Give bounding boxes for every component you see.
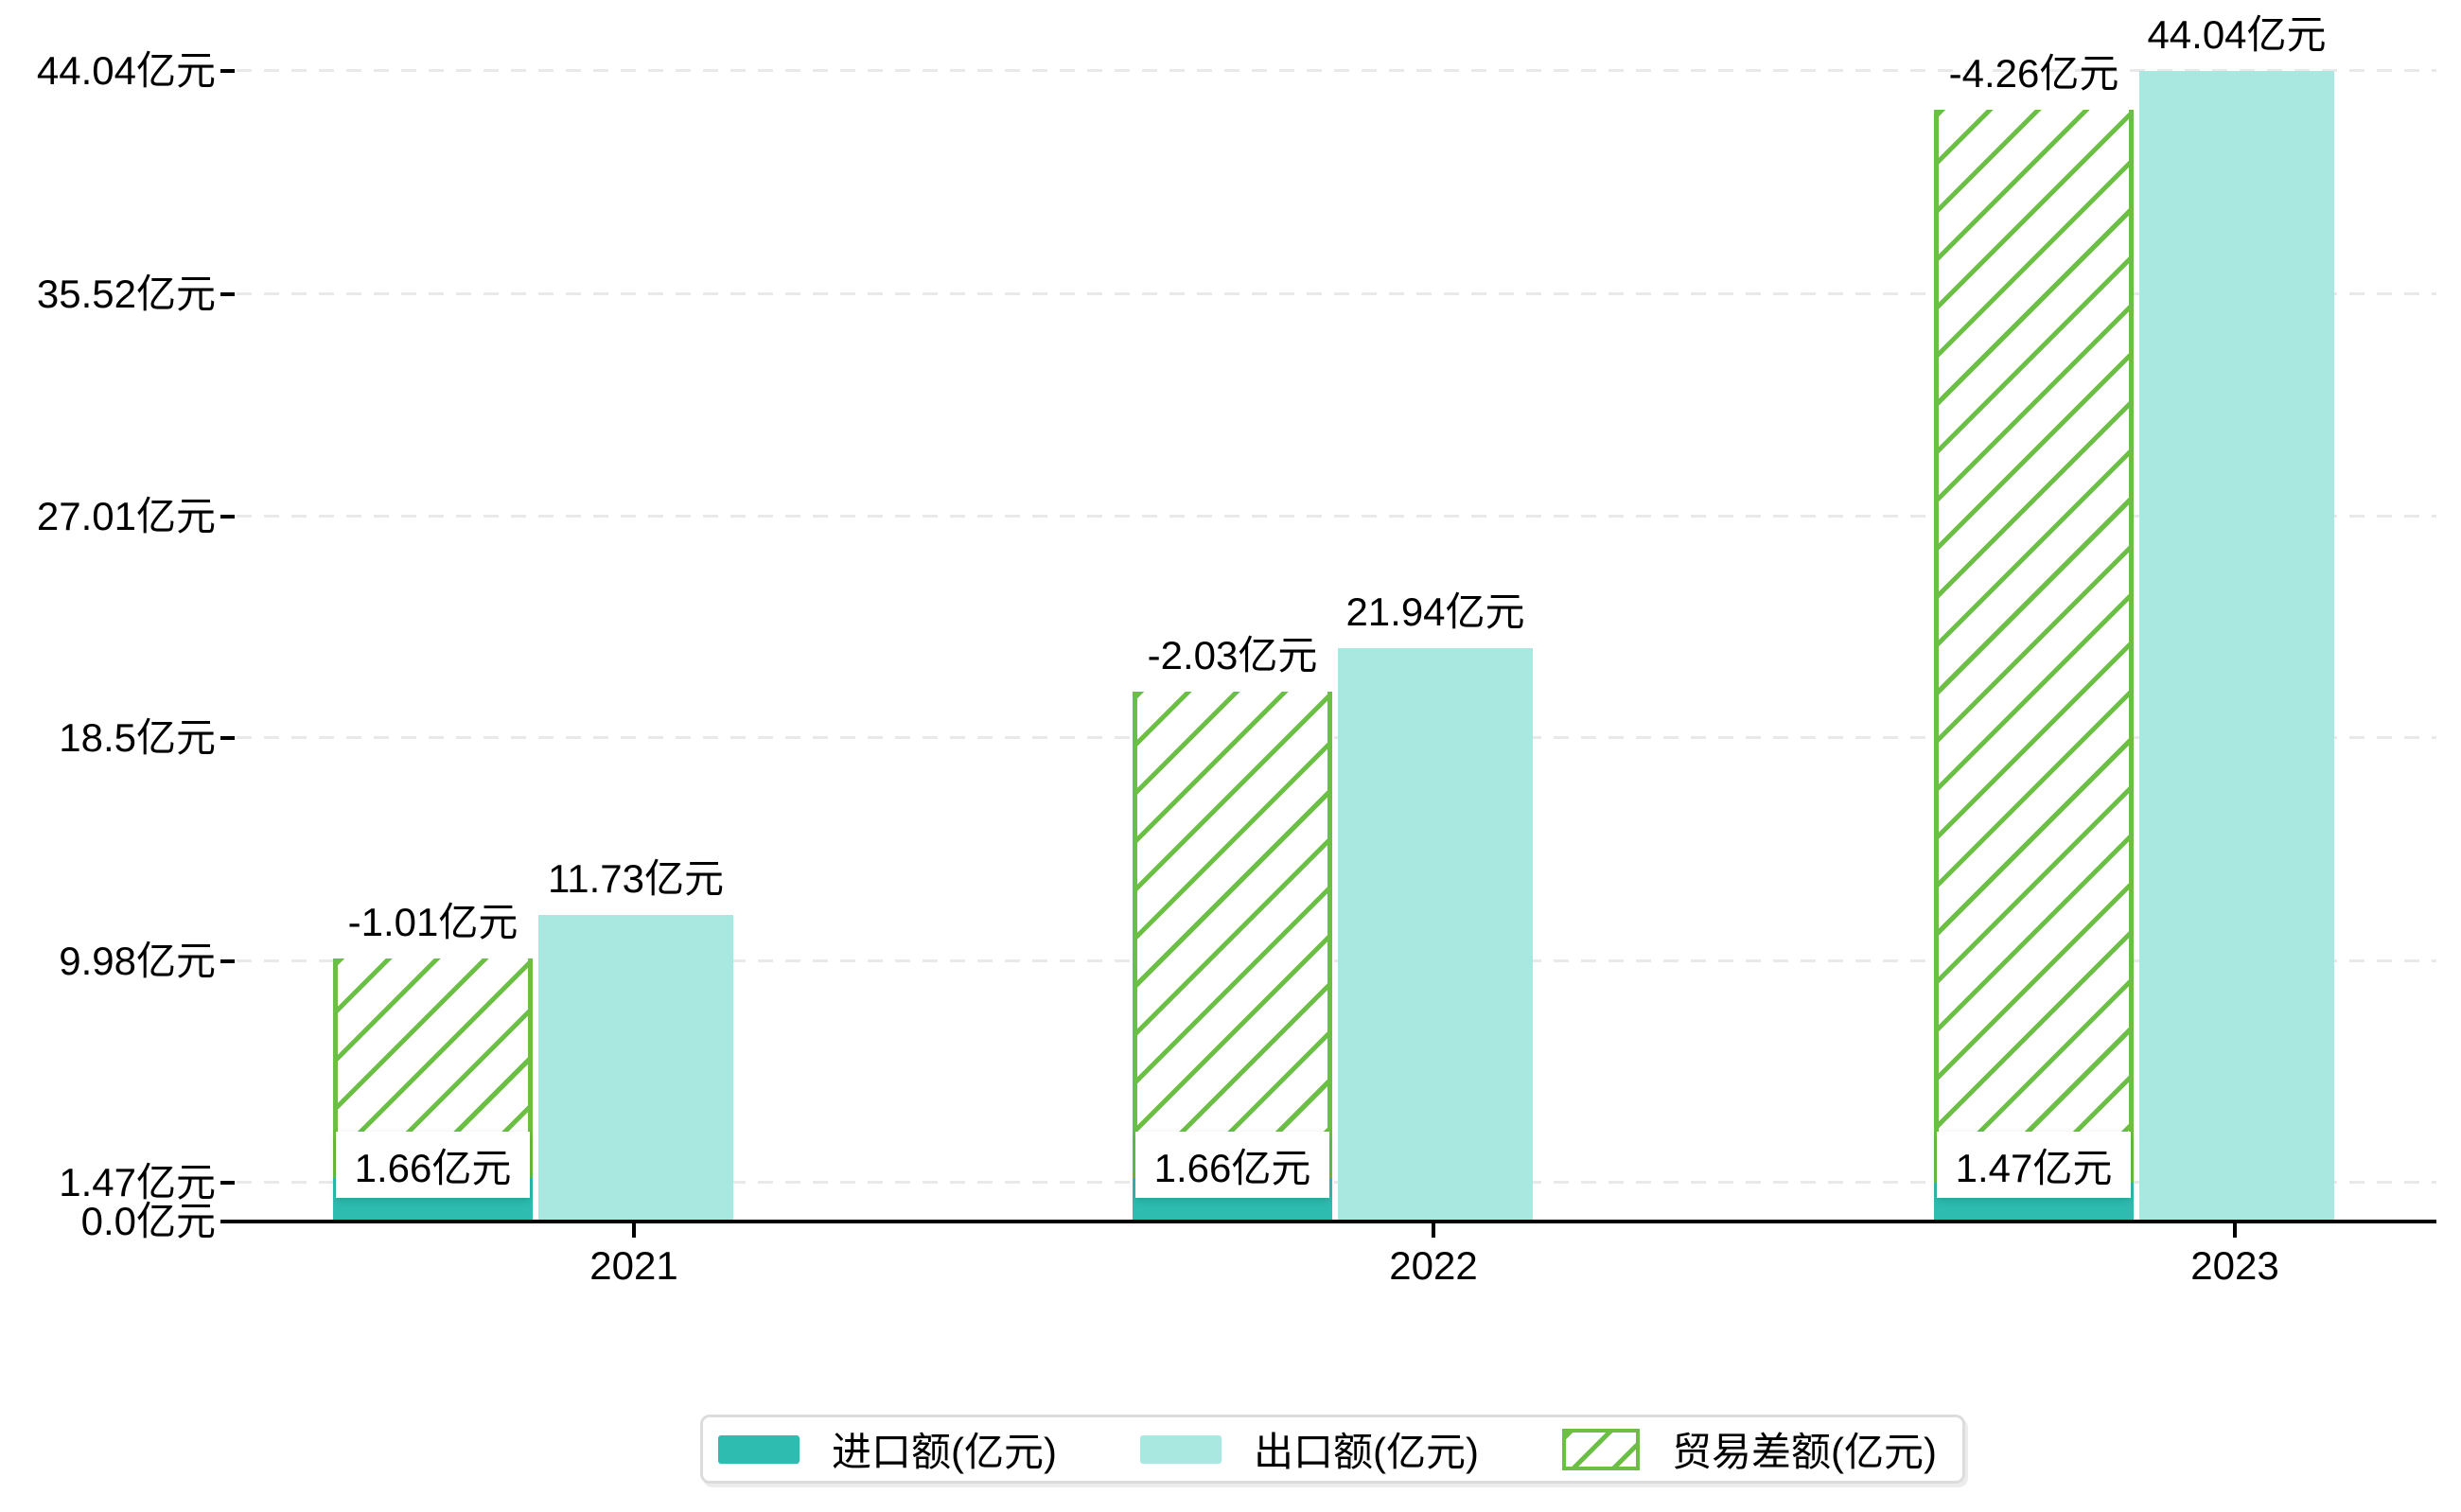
legend-item-label: 进口额(亿元) — [832, 1430, 1057, 1474]
y-axis-tick-label: 18.5亿元 — [59, 715, 216, 761]
gridline — [237, 736, 2436, 740]
x-axis-year-label: 2022 — [1389, 1243, 1478, 1288]
y-axis-tick-label: 9.98亿元 — [59, 938, 216, 983]
y-axis-tick-label: 27.01亿元 — [36, 493, 216, 538]
legend: 进口额(亿元) 出口额(亿元) 贸易差额(亿元) — [700, 1415, 1965, 1484]
x-axis-line — [220, 1220, 2436, 1223]
gridline — [237, 514, 2436, 518]
y-tick-mark — [220, 958, 235, 963]
y-axis-tick-label: 1.47亿元 — [59, 1160, 216, 1205]
y-axis-tick-label: 0.0亿元 — [80, 1199, 216, 1243]
trade-balance-value-label: -2.03亿元 — [1147, 633, 1318, 678]
import-value-label: 1.66亿元 — [336, 1132, 530, 1198]
trade-balance-value-label: -4.26亿元 — [1948, 51, 2119, 97]
export-value-label: 21.94亿元 — [1345, 589, 1525, 635]
legend-item-trade-balance[interactable]: 贸易差额(亿元) — [1561, 1420, 1937, 1478]
y-axis-tick-label: 44.04亿元 — [36, 48, 216, 94]
export-bar — [2139, 71, 2334, 1222]
x-tick-mark — [632, 1223, 636, 1238]
y-tick-mark — [220, 1181, 235, 1186]
y-axis-tick-label: 35.52亿元 — [36, 271, 216, 316]
legend-item-label: 贸易差额(亿元) — [1671, 1430, 1937, 1474]
legend-item-label: 出口额(亿元) — [1253, 1430, 1479, 1474]
x-tick-mark — [1432, 1223, 1435, 1238]
import-value-label: 1.66亿元 — [1135, 1132, 1329, 1198]
color-swatch-icon — [718, 1434, 800, 1464]
y-tick-mark — [220, 736, 235, 741]
y-tick-mark — [220, 514, 235, 519]
trade-balance-value-label: -1.01亿元 — [347, 900, 519, 945]
gridline — [237, 69, 2436, 73]
color-swatch-icon — [1139, 1434, 1222, 1464]
export-bar — [1338, 648, 1533, 1222]
gridline — [237, 958, 2436, 962]
gridline — [237, 291, 2436, 295]
export-value-label: 44.04亿元 — [2147, 12, 2327, 58]
y-tick-mark — [220, 69, 235, 74]
export-bar — [538, 915, 733, 1222]
y-tick-mark — [220, 291, 235, 296]
import-value-label: 1.47亿元 — [1937, 1132, 2131, 1198]
trade-balance-bar — [1934, 110, 2134, 1222]
export-value-label: 11.73亿元 — [548, 856, 724, 902]
gridline — [237, 1181, 2436, 1185]
hatched-swatch-icon — [1561, 1428, 1640, 1470]
x-axis-year-label: 2023 — [2190, 1243, 2279, 1288]
legend-item-imports[interactable]: 进口额(亿元) — [718, 1420, 1057, 1478]
legend-item-exports[interactable]: 出口额(亿元) — [1139, 1420, 1479, 1478]
x-tick-mark — [2233, 1223, 2237, 1238]
x-axis-year-label: 2021 — [589, 1243, 678, 1288]
